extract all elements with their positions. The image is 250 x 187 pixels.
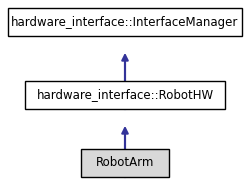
Bar	[25, 81, 224, 109]
Text: hardware_interface::RobotHW: hardware_interface::RobotHW	[36, 88, 213, 102]
Text: RobotArm: RobotArm	[96, 157, 154, 169]
Text: hardware_interface::InterfaceManager: hardware_interface::InterfaceManager	[11, 16, 238, 28]
Bar	[81, 149, 168, 177]
Bar	[8, 8, 241, 36]
